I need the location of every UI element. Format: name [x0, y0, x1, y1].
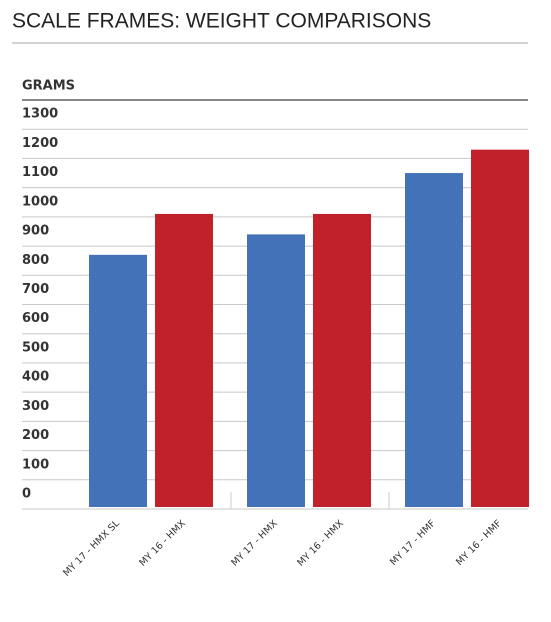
- y-tick-label: 100: [22, 457, 49, 472]
- x-tick-label: MY 17 - HMX SL: [61, 518, 122, 579]
- y-tick-label: 300: [22, 399, 49, 414]
- x-tick-label: MY 16 - HMF: [454, 518, 504, 568]
- y-tick-label: 800: [22, 253, 49, 268]
- y-tick-label: 500: [22, 340, 49, 355]
- y-tick-label: 600: [22, 311, 49, 326]
- chart-title: SCALE FRAMES: WEIGHT COMPARISONS: [12, 10, 431, 33]
- y-tick-label: 900: [22, 224, 49, 239]
- y-tick-label: 700: [22, 282, 49, 297]
- y-tick-label: 1000: [22, 194, 58, 209]
- x-tick-label: MY 16 - HMX: [137, 518, 188, 569]
- x-tick-label: MY 17 - HMX: [229, 518, 280, 569]
- bar: [471, 149, 529, 507]
- y-tick-label: 200: [22, 428, 49, 443]
- x-tick-label: MY 16 - HMX: [295, 518, 346, 569]
- y-tick-label: 1300: [22, 107, 58, 122]
- y-tick-label: 1100: [22, 165, 58, 180]
- bar: [313, 213, 371, 507]
- bar: [247, 234, 305, 507]
- bar: [405, 173, 463, 508]
- bar: [155, 213, 213, 507]
- y-axis-label: GRAMS: [22, 79, 75, 94]
- y-tick-label: 0: [22, 487, 31, 502]
- bar: [89, 254, 147, 507]
- y-tick-label: 1200: [22, 136, 58, 151]
- x-tick-label: MY 17 - HMF: [388, 518, 438, 568]
- y-tick-label: 400: [22, 370, 49, 385]
